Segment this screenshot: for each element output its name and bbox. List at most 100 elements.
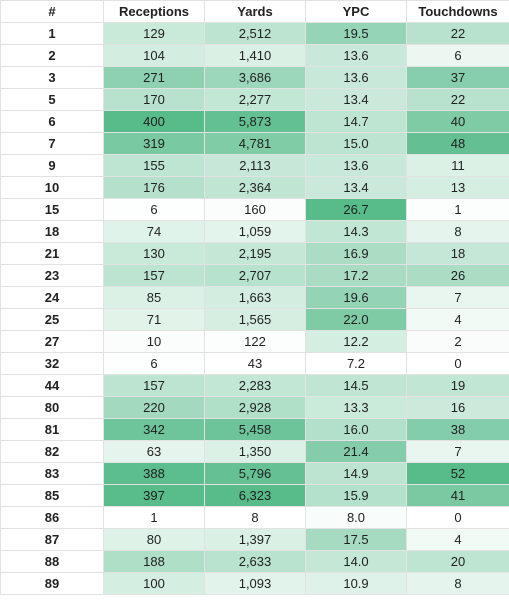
cell-number[interactable]: 21 (0, 242, 104, 265)
cell-touchdowns[interactable]: 19 (406, 374, 509, 397)
cell-number[interactable]: 85 (0, 484, 104, 507)
cell-ypc[interactable]: 13.4 (305, 176, 407, 199)
cell-receptions[interactable]: 74 (103, 220, 205, 243)
cell-ypc[interactable]: 16.9 (305, 242, 407, 265)
header-number[interactable]: # (0, 0, 104, 23)
cell-number[interactable]: 25 (0, 308, 104, 331)
cell-touchdowns[interactable]: 38 (406, 418, 509, 441)
cell-ypc[interactable]: 13.6 (305, 44, 407, 67)
cell-yards[interactable]: 1,565 (204, 308, 306, 331)
cell-ypc[interactable]: 12.2 (305, 330, 407, 353)
cell-yards[interactable]: 1,663 (204, 286, 306, 309)
cell-ypc[interactable]: 15.0 (305, 132, 407, 155)
cell-ypc[interactable]: 8.0 (305, 506, 407, 529)
cell-number[interactable]: 23 (0, 264, 104, 287)
cell-yards[interactable]: 2,283 (204, 374, 306, 397)
cell-number[interactable]: 1 (0, 22, 104, 45)
cell-touchdowns[interactable]: 16 (406, 396, 509, 419)
cell-number[interactable]: 18 (0, 220, 104, 243)
cell-receptions[interactable]: 157 (103, 374, 205, 397)
cell-receptions[interactable]: 319 (103, 132, 205, 155)
cell-receptions[interactable]: 100 (103, 572, 205, 595)
cell-touchdowns[interactable]: 22 (406, 22, 509, 45)
cell-touchdowns[interactable]: 26 (406, 264, 509, 287)
cell-yards[interactable]: 2,512 (204, 22, 306, 45)
cell-number[interactable]: 5 (0, 88, 104, 111)
cell-receptions[interactable]: 188 (103, 550, 205, 573)
cell-touchdowns[interactable]: 41 (406, 484, 509, 507)
cell-number[interactable]: 32 (0, 352, 104, 375)
cell-yards[interactable]: 5,796 (204, 462, 306, 485)
cell-number[interactable]: 3 (0, 66, 104, 89)
cell-receptions[interactable]: 176 (103, 176, 205, 199)
cell-ypc[interactable]: 21.4 (305, 440, 407, 463)
cell-receptions[interactable]: 130 (103, 242, 205, 265)
cell-receptions[interactable]: 342 (103, 418, 205, 441)
cell-receptions[interactable]: 271 (103, 66, 205, 89)
cell-touchdowns[interactable]: 37 (406, 66, 509, 89)
cell-yards[interactable]: 2,928 (204, 396, 306, 419)
cell-touchdowns[interactable]: 8 (406, 572, 509, 595)
header-yards[interactable]: Yards (204, 0, 306, 23)
cell-ypc[interactable]: 13.6 (305, 66, 407, 89)
header-receptions[interactable]: Receptions (103, 0, 205, 23)
cell-touchdowns[interactable]: 0 (406, 506, 509, 529)
cell-yards[interactable]: 4,781 (204, 132, 306, 155)
cell-touchdowns[interactable]: 4 (406, 528, 509, 551)
cell-receptions[interactable]: 1 (103, 506, 205, 529)
cell-touchdowns[interactable]: 11 (406, 154, 509, 177)
cell-ypc[interactable]: 15.9 (305, 484, 407, 507)
cell-touchdowns[interactable]: 48 (406, 132, 509, 155)
cell-ypc[interactable]: 22.0 (305, 308, 407, 331)
cell-yards[interactable]: 2,113 (204, 154, 306, 177)
cell-receptions[interactable]: 63 (103, 440, 205, 463)
cell-receptions[interactable]: 397 (103, 484, 205, 507)
cell-ypc[interactable]: 14.9 (305, 462, 407, 485)
cell-yards[interactable]: 3,686 (204, 66, 306, 89)
cell-ypc[interactable]: 13.4 (305, 88, 407, 111)
cell-number[interactable]: 44 (0, 374, 104, 397)
cell-receptions[interactable]: 10 (103, 330, 205, 353)
cell-receptions[interactable]: 220 (103, 396, 205, 419)
cell-touchdowns[interactable]: 2 (406, 330, 509, 353)
cell-touchdowns[interactable]: 7 (406, 286, 509, 309)
cell-number[interactable]: 86 (0, 506, 104, 529)
cell-receptions[interactable]: 71 (103, 308, 205, 331)
cell-touchdowns[interactable]: 0 (406, 352, 509, 375)
cell-touchdowns[interactable]: 1 (406, 198, 509, 221)
cell-yards[interactable]: 43 (204, 352, 306, 375)
cell-touchdowns[interactable]: 4 (406, 308, 509, 331)
cell-number[interactable]: 15 (0, 198, 104, 221)
cell-yards[interactable]: 160 (204, 198, 306, 221)
cell-number[interactable]: 83 (0, 462, 104, 485)
cell-receptions[interactable]: 6 (103, 198, 205, 221)
cell-yards[interactable]: 2,633 (204, 550, 306, 573)
cell-touchdowns[interactable]: 22 (406, 88, 509, 111)
cell-number[interactable]: 27 (0, 330, 104, 353)
cell-ypc[interactable]: 26.7 (305, 198, 407, 221)
cell-yards[interactable]: 1,093 (204, 572, 306, 595)
cell-receptions[interactable]: 6 (103, 352, 205, 375)
cell-yards[interactable]: 1,397 (204, 528, 306, 551)
cell-number[interactable]: 80 (0, 396, 104, 419)
header-ypc[interactable]: YPC (305, 0, 407, 23)
cell-ypc[interactable]: 19.5 (305, 22, 407, 45)
cell-touchdowns[interactable]: 13 (406, 176, 509, 199)
cell-receptions[interactable]: 155 (103, 154, 205, 177)
cell-number[interactable]: 24 (0, 286, 104, 309)
cell-receptions[interactable]: 170 (103, 88, 205, 111)
cell-ypc[interactable]: 7.2 (305, 352, 407, 375)
cell-number[interactable]: 82 (0, 440, 104, 463)
cell-touchdowns[interactable]: 8 (406, 220, 509, 243)
header-touchdowns[interactable]: Touchdowns (406, 0, 509, 23)
cell-yards[interactable]: 1,410 (204, 44, 306, 67)
cell-touchdowns[interactable]: 40 (406, 110, 509, 133)
cell-number[interactable]: 6 (0, 110, 104, 133)
cell-touchdowns[interactable]: 18 (406, 242, 509, 265)
cell-ypc[interactable]: 17.2 (305, 264, 407, 287)
cell-receptions[interactable]: 129 (103, 22, 205, 45)
cell-number[interactable]: 87 (0, 528, 104, 551)
cell-yards[interactable]: 2,277 (204, 88, 306, 111)
cell-ypc[interactable]: 10.9 (305, 572, 407, 595)
cell-number[interactable]: 10 (0, 176, 104, 199)
